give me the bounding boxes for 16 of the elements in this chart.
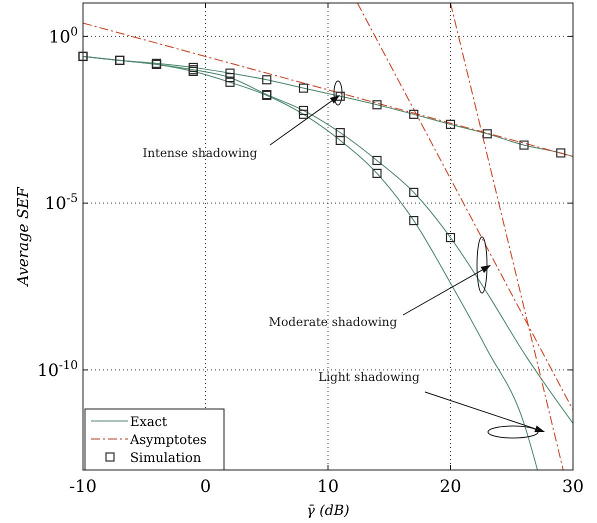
x-tick-label: -10 bbox=[69, 477, 97, 497]
x-axis-title: γ̄ (dB) bbox=[306, 503, 350, 519]
legend-label: Simulation bbox=[130, 451, 202, 466]
x-tick-label: 20 bbox=[440, 477, 462, 497]
annotation: Moderate shadowing bbox=[268, 315, 398, 329]
x-tick-label: 10 bbox=[317, 477, 339, 497]
x-tick-label: 0 bbox=[200, 477, 211, 497]
legend-label: Asymptotes bbox=[129, 433, 207, 448]
y-axis-title: Average SEF bbox=[14, 186, 32, 288]
x-tick-label: 30 bbox=[562, 477, 584, 497]
y-tick-label: 10$^{-5}$ bbox=[44, 191, 78, 214]
annotation: Intense shadowing bbox=[142, 146, 258, 160]
y-tick-label: 10$^{0}$ bbox=[48, 24, 78, 48]
annotation: Light shadowing bbox=[318, 370, 420, 384]
y-tick-label: 10$^{-10}$ bbox=[37, 358, 78, 381]
legend-label: Exact bbox=[130, 415, 168, 430]
